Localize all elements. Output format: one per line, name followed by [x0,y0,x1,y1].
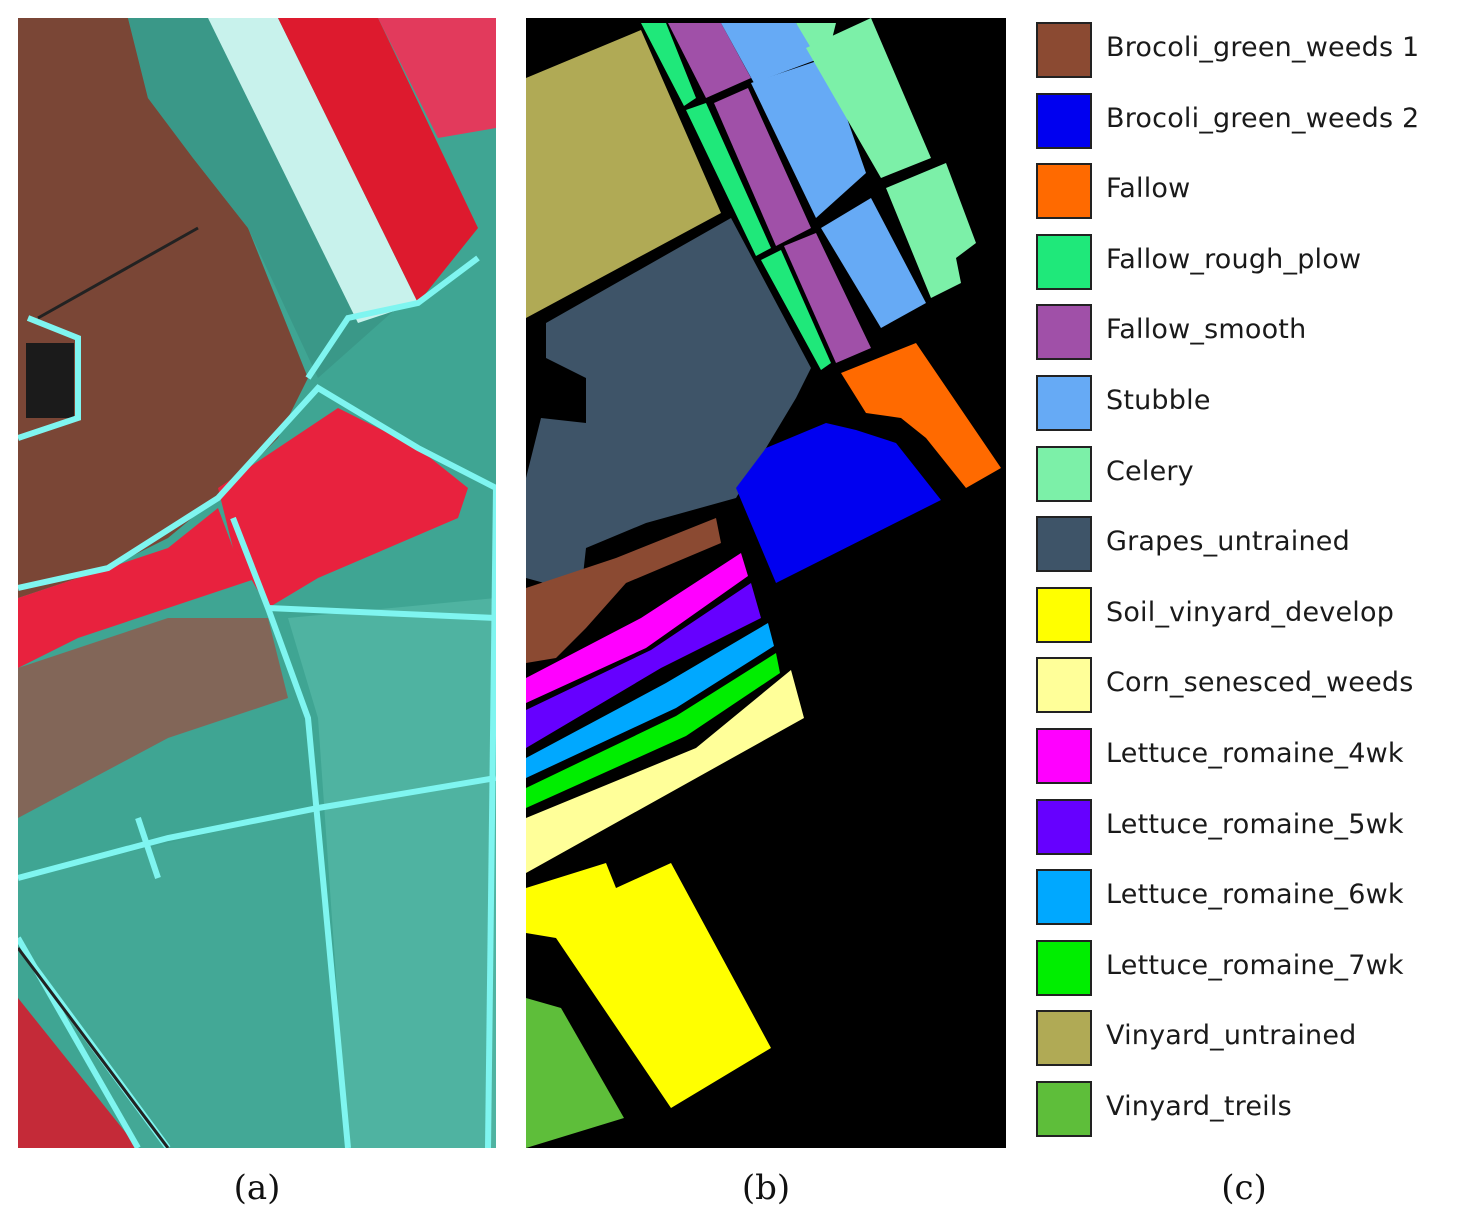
region-lettuce-romaine-6wk [526,623,774,778]
region-grapes-untrained [526,218,811,593]
caption-a: (a) [233,1168,281,1208]
legend-swatch [1036,92,1092,149]
legend-label: Lettuce_romaine_6wk [1106,879,1404,911]
red-strip [278,18,478,303]
region-fallow-smooth-2 [714,88,811,246]
legend-swatch [1036,728,1092,784]
legend-swatch [1036,869,1092,926]
legend-swatch [1036,1010,1092,1067]
brown-field [18,18,308,598]
legend-swatch [1036,586,1092,643]
legend-swatch [1036,163,1092,220]
ground-truth-map [526,18,1006,1148]
legend-swatch [1036,939,1092,996]
legend-swatch [1036,1081,1092,1137]
region-stubble-3 [821,198,926,328]
white-strip [208,18,418,323]
red-field-middle [218,408,468,608]
region-celery-2 [806,18,931,178]
region-fallow [841,343,1001,488]
region-brocoli-green-weeds-1 [526,518,721,663]
dark-lines [18,226,199,1148]
region-brocoli-green-weeds-2 [736,423,941,583]
legend-item: Fallow [1036,163,1466,221]
legend-label: Fallow_smooth [1106,314,1307,346]
legend-label: Celery [1106,455,1194,487]
legend-item: Grapes_untrained [1036,516,1466,574]
region-fallow-rough-plow-1 [641,23,696,106]
region-lettuce-romaine-4wk [526,553,748,703]
region-stubble-1 [721,23,821,83]
region-celery-3 [886,163,976,298]
legend-label: Fallow_rough_plow [1106,243,1362,275]
legend-item: Stubble [1036,375,1466,433]
teal-field-lower-right [288,598,496,1148]
legend-label: Grapes_untrained [1106,526,1350,558]
region-fallow-rough-plow-2 [686,103,771,256]
legend-swatch [1036,516,1092,573]
legend-item: Corn_senesced_weeds [1036,657,1466,715]
region-lettuce-romaine-7wk [526,653,780,808]
legend-item: Lettuce_romaine_6wk [1036,869,1466,927]
legend-label: Brocoli_green_weeds 1 [1106,32,1420,63]
legend-swatch [1036,304,1092,361]
legend-label: Vinyard_untrained [1106,1020,1357,1052]
legend-label: Vinyard_treils [1106,1091,1292,1122]
legend-swatch [1036,22,1092,78]
region-lettuce-romaine-5wk [526,583,761,748]
legend-swatch [1036,657,1092,714]
teal-band [128,18,408,378]
legend-label: Brocoli_green_weeds 2 [1106,102,1420,134]
pink-corner [378,18,496,138]
legend-label: Soil_vinyard_develop [1106,596,1395,628]
legend-label: Fallow [1106,173,1191,205]
legend-swatch [1036,798,1092,855]
region-soil-vinyard-develop [526,863,771,1108]
legend-swatch [1036,445,1092,502]
legend-item: Soil_vinyard_develop [1036,586,1466,645]
legend-item: Vinyard_treils [1036,1081,1466,1139]
legend-item: Fallow_smooth [1036,304,1466,362]
legend-label: Lettuce_romaine_5wk [1106,808,1404,840]
legend-label: Corn_senesced_weeds [1106,667,1414,699]
legend-swatch [1036,375,1092,431]
region-vinyard-treils [526,998,624,1148]
caption-c: (c) [1221,1168,1267,1208]
legend-item: Lettuce_romaine_7wk [1036,939,1466,998]
legend-item: Fallow_rough_plow [1036,233,1466,292]
teal-field-lower-left [18,808,348,1148]
region-vinyard-untrained [526,30,721,318]
legend-label: Lettuce_romaine_7wk [1106,949,1404,981]
caption-b: (b) [741,1168,791,1208]
legend-item: Lettuce_romaine_5wk [1036,798,1466,857]
legend-item: Vinyard_untrained [1036,1010,1466,1068]
region-corn-senesced-weeds [526,670,804,873]
legend-label: Lettuce_romaine_4wk [1106,738,1404,769]
legend-item: Brocoli_green_weeds 1 [1036,22,1466,80]
legend-swatch [1036,233,1092,290]
legend-item: Brocoli_green_weeds 2 [1036,92,1466,151]
legend-item: Celery [1036,445,1466,504]
dark-hole [26,343,74,418]
region-fallow-smooth-3 [784,233,871,363]
red-field-left [18,508,258,668]
legend-item: Lettuce_romaine_4wk [1036,728,1466,786]
roads [18,255,496,1148]
region-fallow-rough-plow-3 [761,250,831,370]
region-fallow-smooth-1 [668,23,751,98]
red-corner-bottom [18,998,138,1148]
false-color-image [18,18,496,1148]
legend-label: Stubble [1106,385,1211,416]
reddish-band [18,618,288,818]
